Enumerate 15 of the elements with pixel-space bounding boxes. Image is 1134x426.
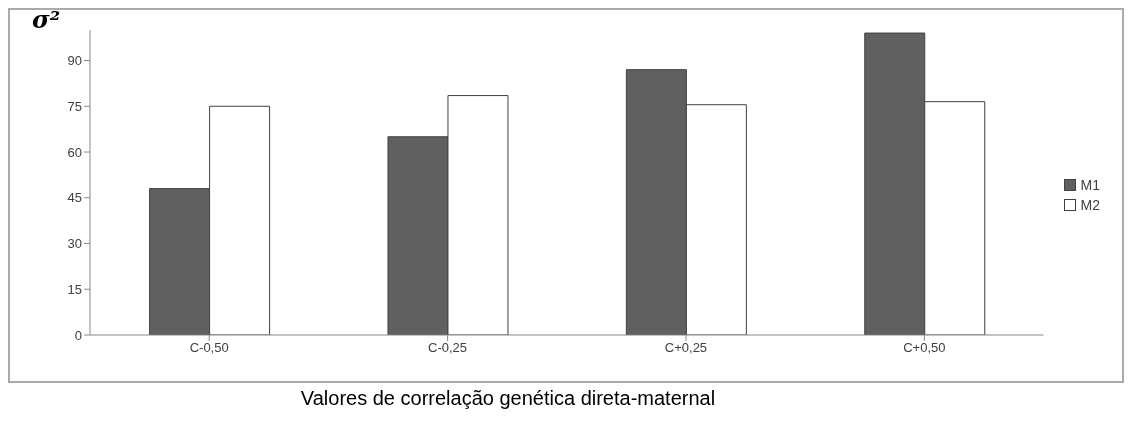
y-tick-label: 45 xyxy=(67,190,82,206)
y-axis-title: σ² xyxy=(32,5,61,34)
legend-label: M2 xyxy=(1080,197,1100,213)
y-tick-label: 60 xyxy=(67,144,82,160)
x-tick-label: C+0,50 xyxy=(903,340,946,356)
y-tick-label: 75 xyxy=(67,98,82,114)
x-tick-label: C-0,25 xyxy=(428,340,468,356)
x-tick-label: C+0,25 xyxy=(664,340,708,356)
y-tick-label: 0 xyxy=(74,327,82,343)
y-tick-label: 90 xyxy=(67,53,82,69)
y-tick-label: 15 xyxy=(67,281,82,297)
x-axis-title: Valores de correlação genética direta-maternal xyxy=(299,387,717,410)
y-tick-label: 30 xyxy=(67,236,82,252)
legend-label: M1 xyxy=(1080,177,1100,193)
x-tick-label: C-0,50 xyxy=(189,340,229,356)
